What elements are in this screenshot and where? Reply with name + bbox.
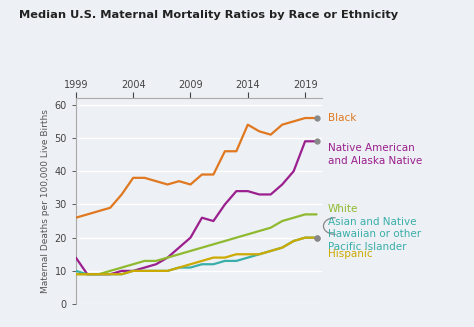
Text: Hispanic: Hispanic: [328, 249, 373, 259]
Y-axis label: Maternal Deaths per 100,000 Live Births: Maternal Deaths per 100,000 Live Births: [41, 109, 50, 293]
Text: Native American
and Alaska Native: Native American and Alaska Native: [328, 143, 422, 166]
Text: Asian and Native
Hawaiian or other
Pacific Islander: Asian and Native Hawaiian or other Pacif…: [328, 217, 421, 252]
Text: Black: Black: [328, 113, 356, 123]
Text: White: White: [328, 204, 358, 215]
Text: Median U.S. Maternal Mortality Ratios by Race or Ethnicity: Median U.S. Maternal Mortality Ratios by…: [19, 10, 398, 20]
